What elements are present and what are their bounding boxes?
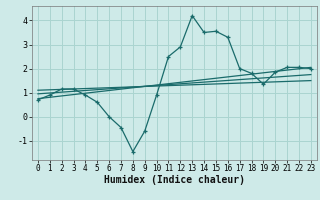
X-axis label: Humidex (Indice chaleur): Humidex (Indice chaleur) bbox=[104, 175, 245, 185]
